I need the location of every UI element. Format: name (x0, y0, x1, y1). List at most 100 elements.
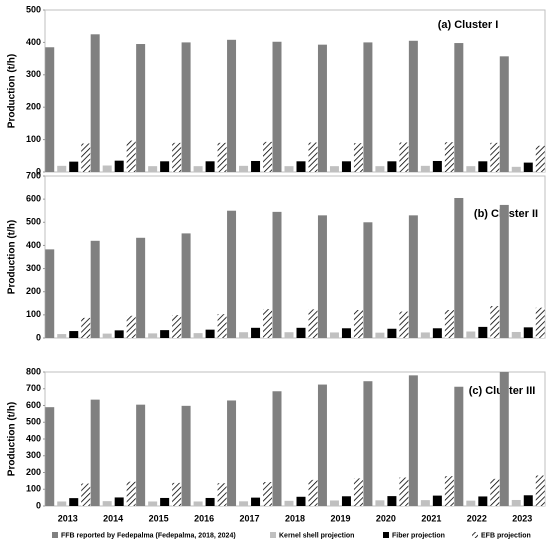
bar (466, 331, 476, 338)
bar (181, 233, 191, 338)
y-tick-label: 300 (26, 69, 41, 79)
bar (114, 330, 124, 338)
bar (172, 482, 182, 506)
bar (308, 479, 318, 506)
legend-label: EFB projection (481, 532, 531, 539)
bar (523, 495, 533, 506)
bar (499, 204, 509, 338)
bar (444, 309, 454, 338)
x-tick-label: 2016 (194, 513, 214, 523)
bar (90, 399, 100, 506)
bar (387, 161, 397, 172)
y-tick-label: 500 (26, 417, 41, 427)
bar (523, 162, 533, 172)
bar (535, 307, 545, 338)
y-tick-label: 700 (26, 170, 41, 180)
y-tick-label: 600 (26, 194, 41, 204)
y-tick-label: 400 (26, 37, 41, 47)
bar (251, 497, 261, 506)
x-tick-label: 2023 (512, 513, 532, 523)
bar (239, 332, 249, 338)
y-tick-label: 800 (26, 366, 41, 376)
bar (160, 161, 170, 172)
bar (329, 500, 339, 506)
bar (263, 482, 273, 506)
bar (341, 496, 351, 506)
bar (329, 166, 339, 172)
bar (69, 161, 79, 172)
bar (408, 375, 418, 506)
plot-frame (44, 175, 546, 339)
legend-swatch (472, 532, 478, 538)
bar (490, 478, 500, 506)
y-axis-label: Production (t/h) (7, 220, 18, 294)
bar (420, 500, 430, 506)
y-tick-label: 500 (26, 217, 41, 227)
bar (81, 483, 91, 506)
x-tick-label: 2021 (421, 513, 441, 523)
bar (478, 326, 488, 338)
y-axis-label: Production (t/h) (7, 54, 18, 128)
y-tick-label: 700 (26, 383, 41, 393)
y-tick-label: 600 (26, 400, 41, 410)
bar (114, 497, 124, 506)
bar (227, 39, 237, 172)
bar (193, 166, 203, 172)
bar (57, 501, 67, 506)
bar (172, 142, 182, 172)
bar (148, 501, 158, 506)
bar (499, 372, 509, 506)
bar (329, 332, 339, 338)
bar (102, 333, 112, 338)
bar (193, 333, 203, 338)
x-tick-label: 2018 (285, 513, 305, 523)
bar (126, 481, 136, 506)
bar (239, 165, 249, 172)
bar (45, 407, 55, 506)
y-tick-label: 0 (36, 332, 41, 342)
y-tick-label: 200 (26, 467, 41, 477)
legend-label: FFB reported by Fedepalma (Fedepalma, 20… (61, 532, 236, 539)
bar (478, 161, 488, 172)
plot-frame (44, 9, 546, 173)
bar (90, 240, 100, 338)
legend-label: Fiber projection (392, 532, 445, 539)
bar (181, 42, 191, 173)
bar (341, 161, 351, 172)
y-tick-label: 0 (36, 500, 41, 510)
bar (420, 332, 430, 338)
bar (490, 306, 500, 338)
bar (432, 328, 442, 338)
bar (57, 334, 67, 338)
bar (272, 41, 282, 172)
bar (375, 332, 385, 338)
bar (408, 215, 418, 338)
bar (499, 56, 509, 172)
bar (511, 331, 521, 338)
bar (317, 384, 327, 506)
bar (308, 142, 318, 172)
bar (193, 501, 203, 506)
y-tick-label: 100 (26, 309, 41, 319)
bar (136, 44, 146, 172)
bar (387, 328, 397, 338)
bar (126, 140, 136, 172)
bar (205, 497, 215, 506)
bar (160, 497, 170, 506)
bar (341, 328, 351, 338)
bar (466, 500, 476, 506)
panel-title: (a) Cluster I (438, 19, 499, 31)
bar (511, 499, 521, 506)
bar (535, 145, 545, 172)
bar (296, 327, 306, 338)
x-tick-label: 2015 (149, 513, 169, 523)
bar (375, 166, 385, 172)
bar (205, 161, 215, 172)
bar (444, 476, 454, 506)
bar (148, 166, 158, 172)
bar (478, 496, 488, 506)
bar (490, 142, 500, 172)
bar (308, 309, 318, 338)
bar (263, 141, 273, 172)
